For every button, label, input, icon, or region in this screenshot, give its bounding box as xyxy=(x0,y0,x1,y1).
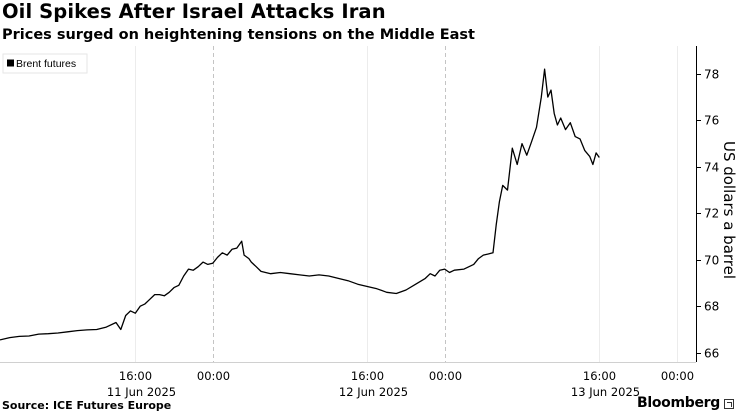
y-tick-label: 70 xyxy=(704,254,719,268)
y-tick-label: 74 xyxy=(704,161,719,175)
external-link-icon xyxy=(724,399,734,409)
x-date-label: 11 Jun 2025 xyxy=(107,385,176,399)
x-tick-label: 16:00 xyxy=(351,369,384,383)
y-tick-label: 72 xyxy=(704,207,719,221)
y-tick-label: 68 xyxy=(704,300,719,314)
y-tick-label: 78 xyxy=(704,68,719,82)
x-tick-label: 16:00 xyxy=(119,369,152,383)
y-tick-label: 76 xyxy=(704,114,719,128)
source-note: Source: ICE Futures Europe xyxy=(2,399,172,412)
legend-entry-brent: Brent futures xyxy=(16,58,76,70)
axis-layer: 16:00 00:00 11 Jun 2025 16:00 00:00 12 Jun 20… xyxy=(0,46,719,399)
x-tick-label: 00:00 xyxy=(661,369,694,383)
chart-subtitle: Prices surged on heightening tensions on… xyxy=(2,27,475,43)
series-line-brent-futures xyxy=(0,68,600,341)
y-tick-label: 66 xyxy=(704,347,719,361)
bloomberg-logo: Bloomberg xyxy=(636,395,720,411)
y-axis-label: US dollars a barrel xyxy=(720,141,738,279)
grid-layer xyxy=(135,46,678,362)
legend-swatch-icon xyxy=(7,59,14,67)
x-date-label: 12 Jun 2025 xyxy=(339,385,408,399)
legend: Brent futures xyxy=(2,53,88,74)
series-layer xyxy=(0,68,600,341)
x-tick-label: 16:00 xyxy=(583,369,616,383)
x-tick-label: 00:00 xyxy=(429,369,462,383)
legend-box xyxy=(2,53,88,74)
chart-title: Oil Spikes After Israel Attacks Iran xyxy=(2,0,386,23)
x-tick-label: 00:00 xyxy=(197,369,230,383)
x-date-label: 13 Jun 2025 xyxy=(571,385,640,399)
